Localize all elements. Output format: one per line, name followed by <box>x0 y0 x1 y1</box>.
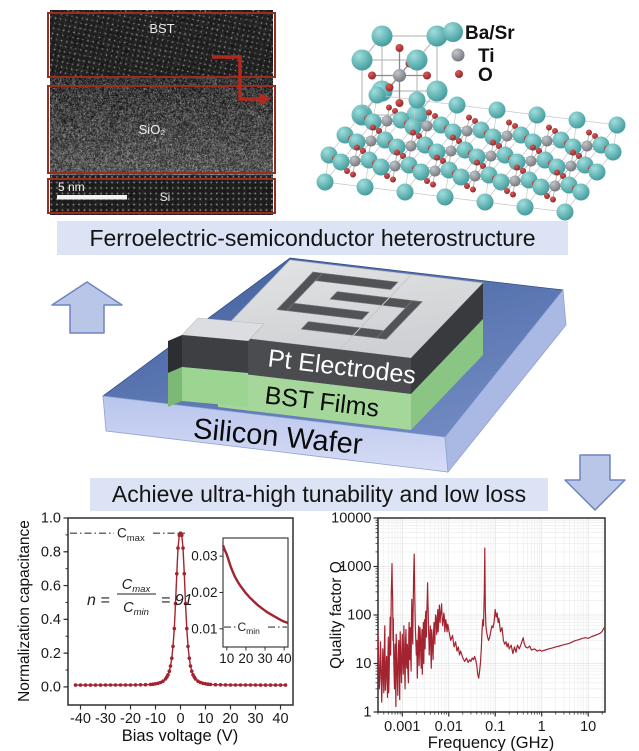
inset-x-tick-label: 30 <box>258 651 273 666</box>
electrode-seam <box>339 274 412 350</box>
q-x-axis-title: Frequency (GHz) <box>428 734 555 751</box>
bst-front-face <box>218 371 411 430</box>
cap-ticks: -40 -30 -20 -10 0 10 20 30 40 0.0 0.2 0.4 0.6 0.8 1.0 <box>41 511 289 727</box>
q-x-tick-label: 0.001 <box>384 719 420 735</box>
down-arrow-shape <box>564 454 626 511</box>
legend-label-ti: Ti <box>478 46 495 67</box>
inset-y-tick-label: 0.02 <box>191 585 217 600</box>
cap-y-tick-label: 0.6 <box>41 578 61 594</box>
q-x-tick-label: 1 <box>538 719 546 735</box>
step-arrow-icon <box>212 55 271 106</box>
left-electrode-block <box>168 317 265 407</box>
q-ticks: 0.001 0.01 0.1 1 10 1 10 100 1000 10000 <box>331 511 603 735</box>
device-illustration: Pt Electrodes BST Films Silicon Wafer <box>101 257 567 474</box>
q-x-tick-label: 0.1 <box>485 719 505 735</box>
tem-label-sio2: SiO₂ <box>139 122 166 137</box>
tem-region-box-sio2 <box>47 85 276 174</box>
inset-x-tick-label: 10 <box>219 651 234 666</box>
tunability-formula: n = Cmax Cmin = 91 <box>87 577 193 618</box>
down-arrow-icon <box>564 454 626 511</box>
cap-y-tick-label: 0.2 <box>41 646 61 662</box>
o-atom-icon <box>455 70 463 78</box>
svg-text:Cmin: Cmin <box>123 600 149 618</box>
inset-x-tick-label: 20 <box>238 651 253 666</box>
scale-bar-label: 5 nm <box>58 180 85 194</box>
unit-cell <box>351 25 448 126</box>
q-x-tick-label: 10 <box>580 719 596 735</box>
tem-overlay: BST SiO₂ Si 5 nm <box>47 12 276 214</box>
banner-heterostructure: Ferroelectric-semiconductor heterostruct… <box>57 221 568 255</box>
cap-x-tick-label: 40 <box>272 711 288 727</box>
capacitance-plot: -40 -30 -20 -10 0 10 20 30 40 0.0 0.2 0.4 0.6 0.8 1.0 <box>41 511 294 727</box>
q-y-tick-label: 1 <box>363 705 371 721</box>
cap-y-tick-label: 0.8 <box>41 544 61 560</box>
cap-y-tick-label: 0.4 <box>41 612 61 628</box>
svg-text:n =: n = <box>87 592 110 609</box>
quality-factor-curve <box>377 547 605 708</box>
banner-heterostructure-text: Ferroelectric-semiconductor heterostruct… <box>89 225 536 251</box>
cap-y-axis-title: Normalization capacitance <box>16 520 33 702</box>
quality-factor-plot: 0.001 0.01 0.1 1 10 1 10 100 1000 10000 <box>331 511 606 735</box>
tem-image <box>50 10 273 215</box>
tem-region-box-bst <box>47 12 276 78</box>
banner-tunability-text: Achieve ultra-high tunability and low lo… <box>111 481 527 507</box>
cap-x-axis-title: Bias voltage (V) <box>122 727 238 745</box>
legend-label-o: O <box>478 65 493 86</box>
inset-y-tick-label: 0.01 <box>191 621 217 636</box>
tem-label-bst: BST <box>149 21 174 36</box>
cap-x-tick-label: 10 <box>197 711 213 727</box>
q-y-tick-label: 100 <box>347 608 371 624</box>
svg-text:Cmax: Cmax <box>122 577 152 595</box>
cmin-inset-plot: 10 20 30 40 0.01 0.02 0.03 <box>191 537 292 666</box>
inset-x-tick-label: 40 <box>277 651 292 666</box>
bst-right-face <box>411 319 483 430</box>
q-y-tick-label: 10 <box>355 656 371 672</box>
crystal-legend: Ba/Sr Ti O <box>443 22 515 86</box>
cmax-annotation: Cmax <box>117 526 145 545</box>
quality-factor-chart: 0.001 0.01 0.1 1 10 1 10 100 1000 10000 Quality f… <box>328 511 606 751</box>
inset-box <box>222 537 289 648</box>
banner-tunability: Achieve ultra-high tunability and low lo… <box>90 478 548 511</box>
cap-x-tick-label: -10 <box>145 711 166 727</box>
q-y-tick-label: 10000 <box>331 511 371 527</box>
tem-label-si: Si <box>160 190 171 204</box>
legend-label-basr: Ba/Sr <box>465 23 515 44</box>
tem-region-box-si <box>47 178 276 214</box>
crystal-structure: Ba/Sr Ti O <box>316 22 626 221</box>
pt-right-face <box>411 283 483 394</box>
electrode-slots <box>276 271 423 340</box>
svg-text:= 91: = 91 <box>161 592 193 609</box>
up-arrow-icon <box>51 281 123 334</box>
cap-y-tick-label: 1.0 <box>41 511 61 527</box>
cap-x-tick-label: -20 <box>120 711 141 727</box>
q-x-tick-label: 0.01 <box>435 719 463 735</box>
ba-sr-atom-icon <box>443 22 463 42</box>
lattice-slab <box>316 86 626 221</box>
up-arrow-shape <box>51 281 123 334</box>
perovskite-lattice <box>316 25 626 221</box>
inset-y-tick-label: 0.03 <box>191 549 217 564</box>
cap-x-tick-label: -40 <box>70 711 91 727</box>
cap-y-tick-label: 0.0 <box>41 680 61 696</box>
q-gridlines <box>377 517 605 713</box>
q-y-axis-title: Quality factor Q <box>328 561 345 669</box>
ti-atom-icon <box>451 48 465 62</box>
cmin-annotation: Cmin <box>238 620 261 636</box>
cap-x-tick-label: -30 <box>95 711 116 727</box>
cap-x-tick-label: 20 <box>222 711 238 727</box>
cmin-curve <box>221 544 289 625</box>
scale-bar <box>57 195 127 200</box>
pt-front-face <box>218 335 411 394</box>
wafer-right-face <box>444 288 567 474</box>
cap-x-tick-label: 30 <box>247 711 263 727</box>
cap-x-tick-label: 0 <box>176 711 184 727</box>
capacitance-chart: -40 -30 -20 -10 0 10 20 30 400.00.20.40.60.81.0 … <box>16 511 294 745</box>
q-y-tick-label: 1000 <box>339 559 371 575</box>
